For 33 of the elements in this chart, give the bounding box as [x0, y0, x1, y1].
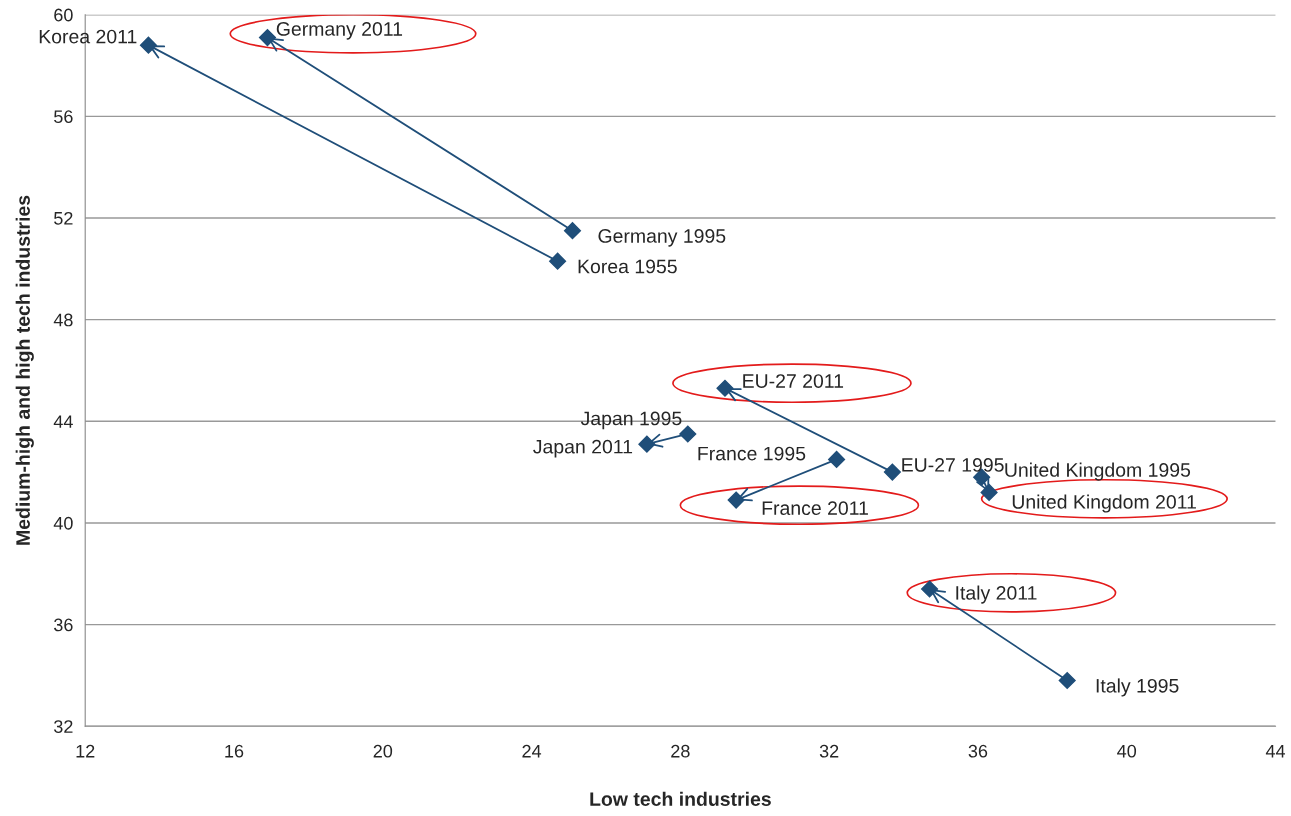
- annotation: United Kingdom 1995: [1005, 462, 1191, 481]
- annotation: EU-27 2011: [743, 374, 844, 388]
- x-tick-label: 40: [1117, 744, 1137, 758]
- annotation: France 2011: [762, 501, 868, 516]
- y-tick-label: 36: [54, 618, 73, 632]
- annotation: Korea 1955: [578, 259, 677, 274]
- y-tick-label: 52: [54, 211, 73, 225]
- y-axis-title: Medium-high and high tech industries: [15, 195, 34, 545]
- annotation: Italy 2011: [956, 585, 1037, 604]
- y-tick-label: 32: [54, 720, 73, 733]
- annotation: United Kingdom 2011: [1012, 494, 1196, 513]
- annotation: France 1995: [698, 446, 806, 461]
- x-tick-label: 12: [76, 744, 95, 758]
- annotation: Japan 1995: [580, 411, 682, 430]
- x-tick-label: 36: [968, 744, 988, 758]
- annotation: Germany 2011: [276, 22, 403, 40]
- annotation: EU-27 1995: [902, 458, 1004, 472]
- x-tick-label: 28: [671, 744, 690, 758]
- x-tick-label: 24: [522, 744, 542, 758]
- x-axis-title: Low tech industries: [590, 791, 771, 806]
- annotation: Italy 1995: [1096, 678, 1179, 697]
- y-tick-label: 40: [53, 516, 73, 530]
- y-tick-label: 60: [54, 8, 73, 22]
- annotation: Germany 1995: [598, 229, 726, 247]
- annotation: Korea 2011: [39, 29, 137, 44]
- x-tick-label: 20: [373, 744, 393, 758]
- y-tick-label: 56: [54, 110, 73, 124]
- x-tick-label: 32: [819, 744, 839, 758]
- x-tick-label: 16: [225, 744, 244, 758]
- y-tick-label: 48: [53, 313, 73, 327]
- y-tick-label: 44: [53, 415, 73, 428]
- x-tick-label: 44: [1265, 744, 1286, 758]
- annotation: Japan 2011: [533, 439, 633, 458]
